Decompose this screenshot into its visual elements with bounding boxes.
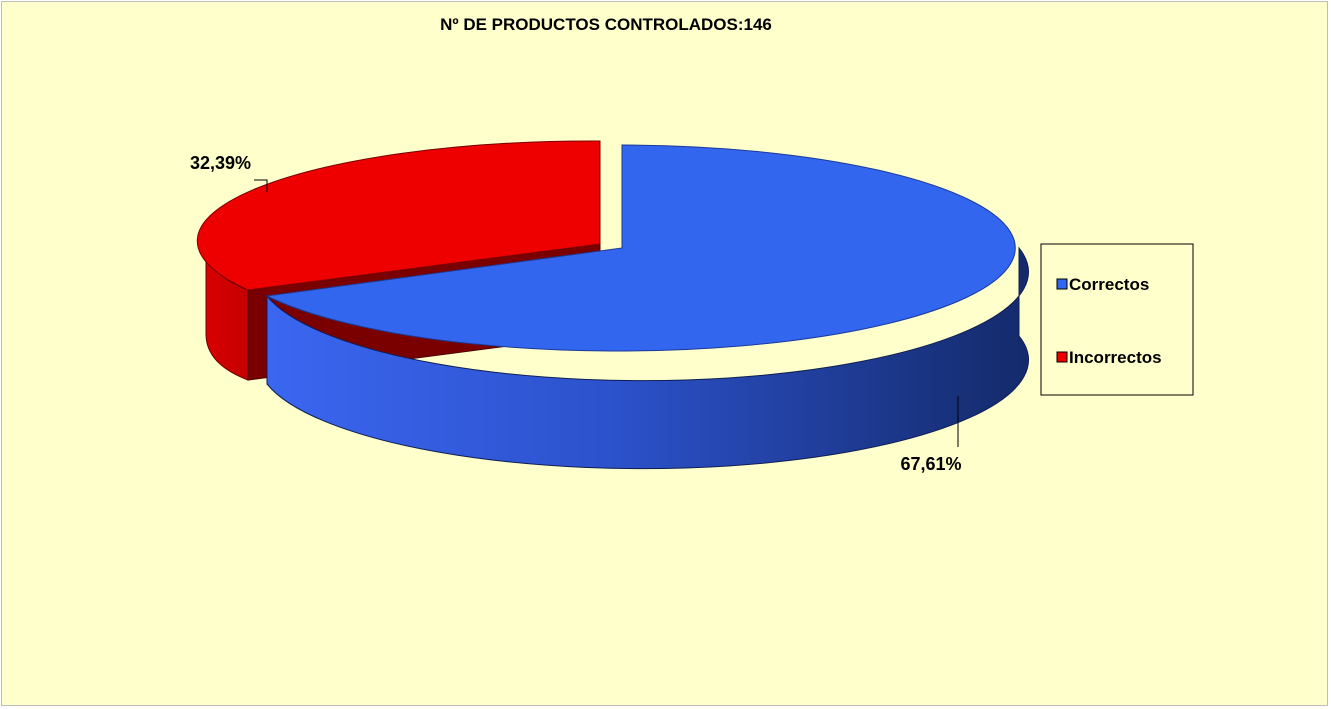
leader-line-incorrectos bbox=[254, 179, 268, 192]
legend-label-incorrectos: Incorrectos bbox=[1069, 348, 1162, 367]
slice-correctos-side bbox=[266, 246, 1029, 470]
slice-correctos bbox=[265, 144, 1029, 470]
legend: Correctos Incorrectos bbox=[1040, 243, 1194, 396]
data-label-correctos: 67,61% bbox=[900, 454, 961, 474]
slice-correctos-top bbox=[265, 144, 1016, 352]
data-label-incorrectos: 32,39% bbox=[190, 153, 251, 173]
legend-swatch-incorrectos bbox=[1056, 351, 1068, 363]
slice-incorrectos-top bbox=[196, 140, 601, 291]
chart-title: Nº DE PRODUCTOS CONTROLADOS:146 bbox=[440, 15, 772, 34]
legend-swatch-correctos bbox=[1056, 278, 1068, 290]
legend-label-correctos: Correctos bbox=[1069, 275, 1149, 294]
legend-box bbox=[1040, 243, 1194, 396]
